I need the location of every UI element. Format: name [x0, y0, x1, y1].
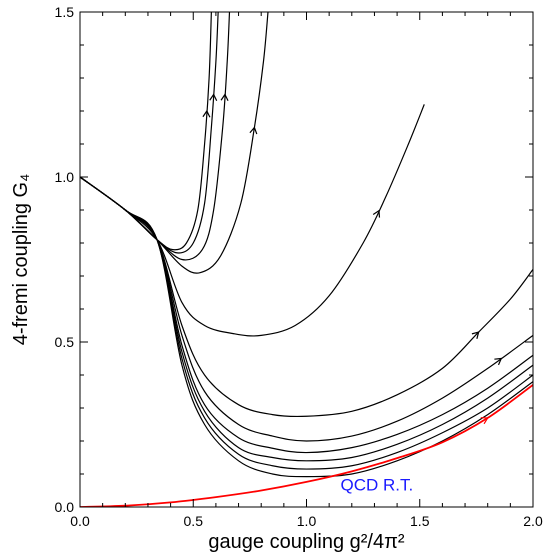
x-tick-label: 0.0: [70, 513, 90, 529]
qcd-rt-annotation: QCD R.T.: [340, 476, 413, 495]
curves-layer: [80, 12, 533, 507]
y-tick-label: 0.5: [55, 334, 75, 350]
y-tick-label: 1.0: [55, 169, 75, 185]
flow-curve-2: [80, 12, 219, 254]
x-axis-label: gauge coupling g²/4π²: [208, 531, 404, 553]
flow-curve-6: [80, 176, 533, 418]
x-tick-label: 1.0: [297, 513, 317, 529]
flow-curve-12: [80, 384, 533, 507]
flow-arrow-4: [249, 126, 258, 135]
flow-arrow-5: [372, 209, 381, 218]
flow-arrow-12: [480, 417, 489, 425]
x-tick-label: 2.0: [523, 513, 543, 529]
flow-curve-11: [80, 176, 533, 478]
x-tick-label: 1.5: [410, 513, 430, 529]
y-tick-label: 1.5: [55, 4, 75, 20]
flow-curve-9: [80, 176, 533, 462]
flow-arrow-3: [220, 93, 229, 101]
y-axis-label: 4-fremi coupling G₄: [10, 174, 32, 346]
plot-frame: [79, 11, 534, 508]
x-tick-label: 0.5: [184, 513, 204, 529]
flow-curve-10: [80, 176, 533, 470]
flow-curve-8: [80, 176, 533, 454]
flow-arrow-6: [471, 331, 480, 339]
flow-arrow-7: [494, 357, 503, 366]
flow-curve-4: [80, 12, 269, 274]
flow-curve-3: [80, 12, 231, 261]
flow-curve-7: [80, 176, 533, 442]
flow-arrow-1: [202, 109, 211, 118]
flow-curve-1: [80, 12, 212, 251]
y-tick-label: 0.0: [55, 499, 75, 515]
axis-ticks: 0.0 0.5 1.0 1.5 2.0 0.0 0.5 1.0 1.5: [55, 4, 543, 529]
flow-arrow-2: [209, 93, 218, 101]
